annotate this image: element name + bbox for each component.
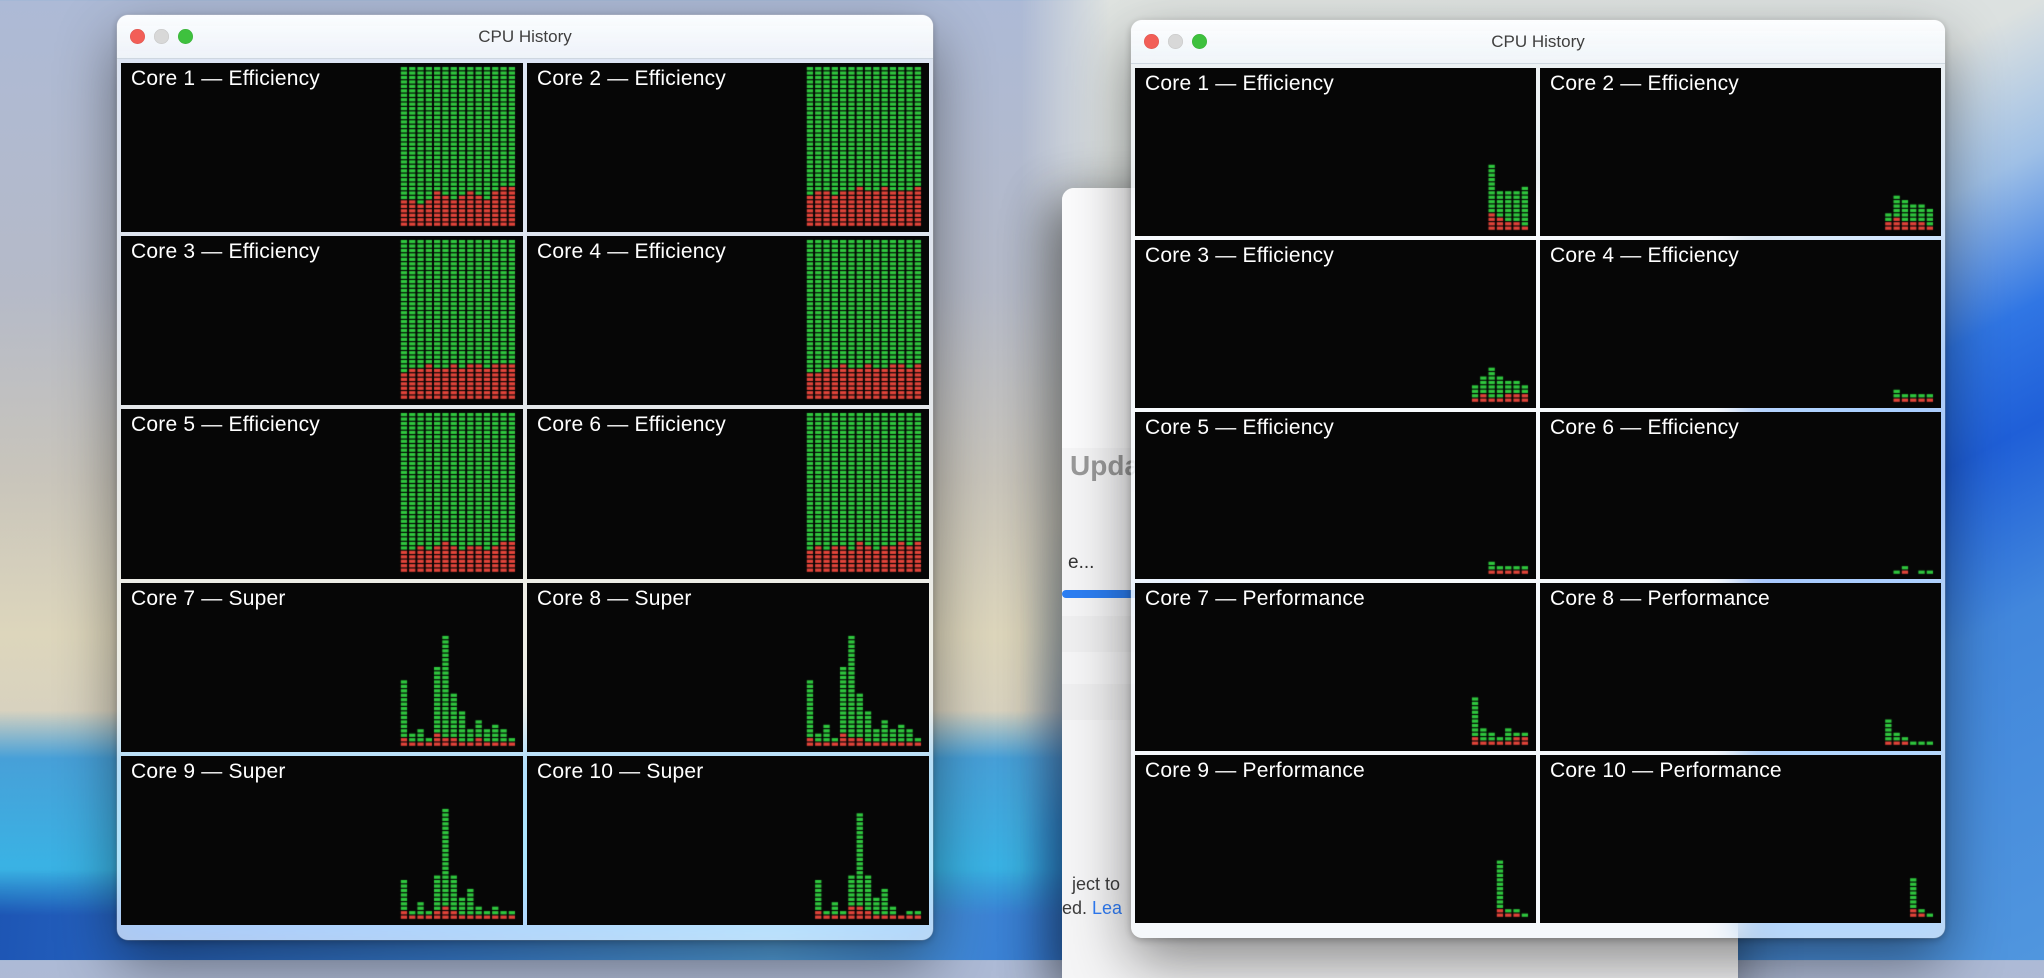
core-usage-history-chart: [121, 63, 523, 232]
core-panel: Core 2 — Efficiency: [1540, 68, 1941, 236]
traffic-lights: [117, 29, 193, 44]
core-panel: Core 7 — Super: [121, 582, 523, 752]
core-usage-history-chart: [121, 236, 523, 406]
core-label: Core 3 — Efficiency: [131, 240, 320, 264]
core-grid: Core 1 — Efficiency Core 2 — Efficiency Co…: [117, 59, 933, 940]
core-label: Core 7 — Super: [131, 586, 286, 610]
traffic-lights: [1131, 34, 1207, 49]
core-panel: Core 9 — Performance: [1135, 755, 1536, 923]
core-usage-history-chart: [1540, 755, 1941, 923]
software-update-title-fragment: Upda: [1070, 450, 1140, 481]
core-label: Core 3 — Efficiency: [1145, 243, 1334, 267]
core-label: Core 10 — Super: [537, 759, 704, 783]
core-label: Core 4 — Efficiency: [1550, 243, 1739, 267]
core-panel: Core 3 — Efficiency: [1135, 239, 1536, 408]
learn-more-link[interactable]: Lea: [1092, 898, 1123, 918]
minimize-button[interactable]: [154, 29, 169, 44]
core-usage-history-chart: [1540, 411, 1941, 580]
core-label: Core 7 — Performance: [1145, 587, 1365, 611]
core-usage-history-chart: [527, 582, 929, 752]
core-label: Core 10 — Performance: [1550, 759, 1782, 783]
core-usage-history-chart: [121, 409, 523, 579]
core-panel: Core 7 — Performance: [1135, 583, 1536, 752]
core-label: Core 6 — Efficiency: [537, 413, 726, 437]
core-grid: Core 1 — Efficiency Core 2 — Efficiency Co…: [1131, 64, 1945, 938]
core-label: Core 8 — Super: [537, 586, 692, 610]
window-title: CPU History: [1491, 31, 1585, 51]
window-title: CPU History: [478, 26, 572, 46]
core-usage-history-chart: [1135, 411, 1536, 580]
titlebar[interactable]: CPU History: [117, 15, 933, 59]
core-panel: Core 5 — Efficiency: [1135, 411, 1536, 580]
core-usage-history-chart: [527, 755, 929, 925]
core-usage-history-chart: [1540, 583, 1941, 752]
cpu-history-window-right: CPU History Core 1 — Efficiency Core 2 — …: [1131, 20, 1945, 938]
core-usage-history-chart: [1135, 755, 1536, 923]
close-button[interactable]: [1144, 34, 1159, 49]
zoom-button[interactable]: [178, 29, 193, 44]
core-panel: Core 4 — Efficiency: [527, 236, 929, 406]
core-usage-history-chart: [1540, 68, 1941, 236]
minimize-button[interactable]: [1168, 34, 1183, 49]
core-panel: Core 10 — Super: [527, 755, 929, 925]
core-usage-history-chart: [1540, 239, 1941, 408]
core-panel: Core 9 — Super: [121, 755, 523, 925]
core-label: Core 9 — Performance: [1145, 759, 1365, 783]
core-panel: Core 6 — Efficiency: [1540, 411, 1941, 580]
core-usage-history-chart: [1135, 239, 1536, 408]
footer-text-fragment: ject to: [1072, 874, 1121, 894]
core-panel: Core 3 — Efficiency: [121, 236, 523, 406]
core-panel: Core 8 — Super: [527, 582, 929, 752]
core-label: Core 5 — Efficiency: [131, 413, 320, 437]
core-usage-history-chart: [527, 236, 929, 406]
zoom-button[interactable]: [1192, 34, 1207, 49]
core-panel: Core 4 — Efficiency: [1540, 239, 1941, 408]
core-panel: Core 8 — Performance: [1540, 583, 1941, 752]
core-usage-history-chart: [1135, 68, 1536, 236]
core-label: Core 2 — Efficiency: [1550, 72, 1739, 95]
core-label: Core 1 — Efficiency: [131, 67, 320, 90]
core-label: Core 1 — Efficiency: [1145, 72, 1334, 95]
core-usage-history-chart: [527, 409, 929, 579]
close-button[interactable]: [130, 29, 145, 44]
core-panel: Core 1 — Efficiency: [121, 63, 523, 233]
core-panel: Core 10 — Performance: [1540, 755, 1941, 923]
core-usage-history-chart: [1135, 583, 1536, 752]
footer-text-fragment: ed.: [1062, 898, 1093, 918]
core-usage-history-chart: [121, 755, 523, 925]
footer-text: ed. Lea: [1062, 898, 1122, 919]
titlebar[interactable]: CPU History: [1131, 20, 1945, 64]
core-panel: Core 6 — Efficiency: [527, 409, 929, 579]
core-panel: Core 2 — Efficiency: [527, 63, 929, 233]
core-panel: Core 1 — Efficiency: [1135, 68, 1536, 236]
core-label: Core 2 — Efficiency: [537, 67, 726, 90]
core-label: Core 9 — Super: [131, 759, 286, 783]
cpu-history-window-left: CPU History Core 1 — Efficiency Core 2 — …: [117, 15, 933, 940]
core-label: Core 8 — Performance: [1550, 587, 1770, 611]
core-label: Core 4 — Efficiency: [537, 240, 726, 264]
core-panel: Core 5 — Efficiency: [121, 409, 523, 579]
core-label: Core 5 — Efficiency: [1145, 415, 1334, 439]
core-usage-history-chart: [527, 63, 929, 232]
core-usage-history-chart: [121, 582, 523, 752]
core-label: Core 6 — Efficiency: [1550, 415, 1739, 439]
software-update-row-fragment: e...: [1068, 552, 1095, 573]
